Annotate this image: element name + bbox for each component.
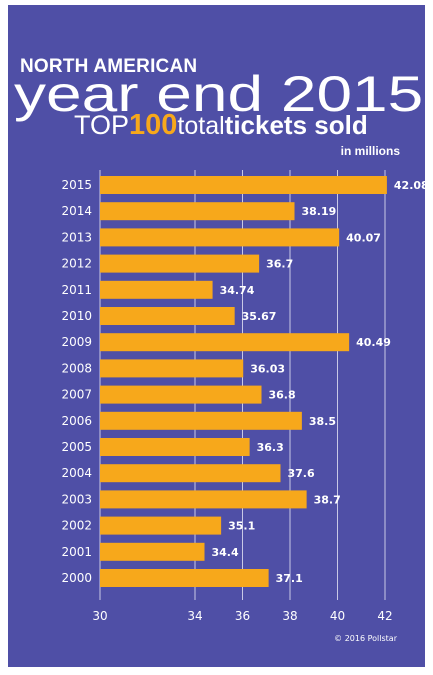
bar: [100, 438, 250, 456]
title-line-2: year end 2015: [14, 66, 424, 122]
bar: [100, 542, 205, 561]
data-label: 40.49: [356, 336, 391, 349]
bar: [100, 280, 213, 299]
bar: [100, 516, 222, 535]
bar: [100, 176, 387, 194]
data-label: 36.8: [269, 389, 296, 402]
category-label: 2011: [61, 283, 92, 297]
bar: [100, 385, 262, 404]
category-label: 2004: [61, 466, 92, 480]
bar: [100, 202, 295, 221]
data-label: 34.4: [212, 546, 239, 559]
data-label: 38.19: [302, 205, 337, 218]
data-label: 38.5: [309, 415, 336, 428]
data-label: 36.3: [257, 441, 284, 454]
bar: [100, 490, 307, 509]
data-label: 40.07: [346, 231, 381, 244]
data-label: 42.08: [394, 179, 429, 192]
category-label: 2007: [61, 388, 92, 402]
bar: [100, 307, 235, 325]
x-tick-label: 40: [330, 609, 345, 623]
category-label: 2005: [61, 440, 92, 454]
category-label: 2012: [61, 257, 92, 271]
bar: [100, 254, 260, 273]
category-label: 2006: [61, 414, 92, 428]
title-tickets-sold: tickets sold: [224, 110, 368, 140]
bar: [100, 359, 244, 378]
x-tick-label: 34: [187, 609, 202, 623]
category-label: 2013: [61, 230, 92, 244]
bar: [100, 569, 269, 587]
title-100: 100: [129, 109, 178, 141]
data-label: 35.67: [242, 310, 277, 323]
bar: [100, 228, 340, 247]
category-label: 2008: [61, 361, 92, 375]
units-subtitle: in millions: [340, 144, 400, 158]
x-tick-label: 36: [235, 609, 250, 623]
bar: [100, 411, 302, 430]
category-label: 2002: [61, 519, 92, 533]
category-label: 2010: [61, 309, 92, 323]
data-label: 34.74: [220, 284, 255, 297]
category-label: 2001: [61, 545, 92, 559]
copyright: © 2016 Pollstar: [334, 634, 397, 643]
data-label: 35.1: [228, 520, 255, 533]
data-label: 36.03: [250, 362, 285, 375]
title-top: TOP: [74, 110, 130, 140]
data-label: 36.7: [266, 258, 293, 271]
category-label: 2009: [61, 335, 92, 349]
x-tick-label: 30: [92, 609, 107, 623]
category-label: 2003: [61, 492, 92, 506]
category-label: 2014: [61, 204, 92, 218]
category-label: 2000: [61, 571, 92, 585]
title-line-1: NORTH AMERICAN: [20, 56, 198, 77]
bar: [100, 464, 281, 483]
title-total: total: [177, 112, 225, 140]
x-tick-label: 42: [377, 609, 392, 623]
data-label: 37.1: [276, 572, 303, 585]
x-tick-label: 38: [282, 609, 297, 623]
bar: [100, 333, 350, 352]
data-label: 38.7: [314, 493, 341, 506]
data-label: 37.6: [288, 467, 315, 480]
title-line-3: TOP100totaltickets sold: [74, 110, 368, 145]
category-label: 2015: [61, 178, 92, 192]
